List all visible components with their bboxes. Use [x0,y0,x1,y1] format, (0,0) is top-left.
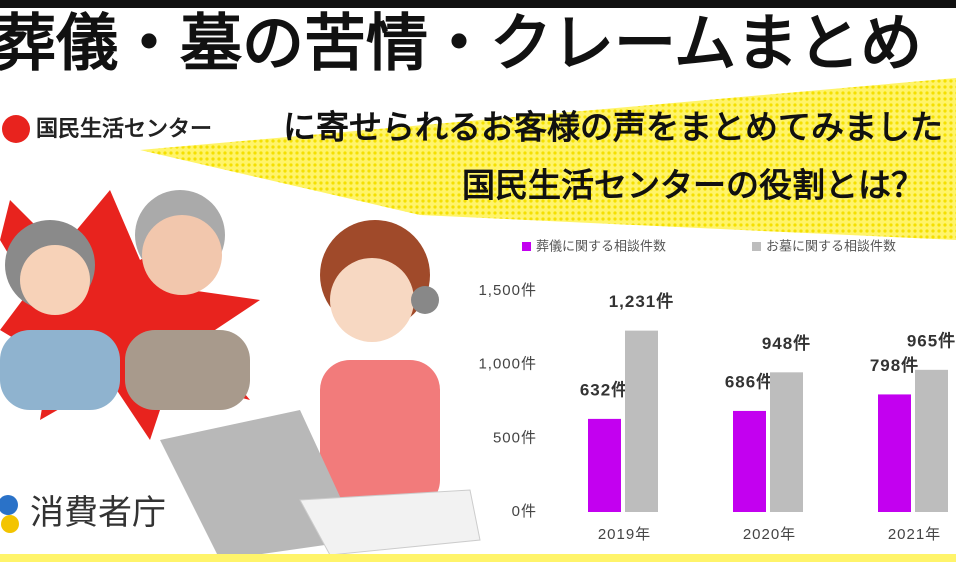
top-bar [0,0,956,8]
y-tick-label: 500件 [493,429,537,446]
legend-label: 葬儀に関する相談件数 [536,238,666,253]
question: 国民生活センターの役割とは？ [462,167,924,204]
bar [878,394,911,512]
y-tick-label: 0件 [512,503,537,520]
headset [411,286,439,314]
highlight-band [140,78,956,240]
operator-face [330,258,414,342]
desk [299,489,481,556]
x-tick-label: 2021年 [888,526,941,543]
title: 葬儀・墓の苦情・クレームまとめ [0,9,922,78]
man-body [125,330,250,410]
agency-logo: 消費者庁 [0,494,166,533]
chart: 0件 500件 1,000件 1,500件 葬儀に関する相談件数 お墓に関する相談件数 20… [478,238,956,543]
value-label: 798件 [870,355,919,375]
woman-body [0,330,120,410]
logo-text: 国民生活センター [36,116,212,141]
y-tick-label: 1,500件 [478,282,537,299]
logo: 国民生活センター [2,115,212,143]
agency-icon [0,495,18,515]
legend-label: お墓に関する相談件数 [766,238,896,253]
woman-face [20,245,90,315]
value-label: 948件 [762,333,811,353]
value-label: 1,231件 [609,291,675,311]
logo-icon [2,115,30,143]
subtitle: に寄せられるお客様の声をまとめてみました [283,109,943,146]
x-tick-label: 2020年 [743,526,796,543]
bar [733,410,766,512]
bar [625,330,658,512]
laptop [160,410,360,560]
operator-body [320,360,440,510]
illustration [0,190,481,560]
legend-swatch [752,242,761,251]
bar [915,369,948,512]
y-tick-label: 1,000件 [478,356,537,373]
bar [588,418,621,512]
value-label: 965件 [907,330,956,350]
value-label: 686件 [725,371,774,391]
agency-name: 消費者庁 [30,494,166,532]
agency-icon [1,515,19,533]
x-tick-label: 2019年 [598,526,651,543]
man-face [142,215,222,295]
legend-swatch [522,242,531,251]
bottom-strip [0,554,956,562]
value-label: 632件 [580,379,629,399]
bar [770,372,803,512]
